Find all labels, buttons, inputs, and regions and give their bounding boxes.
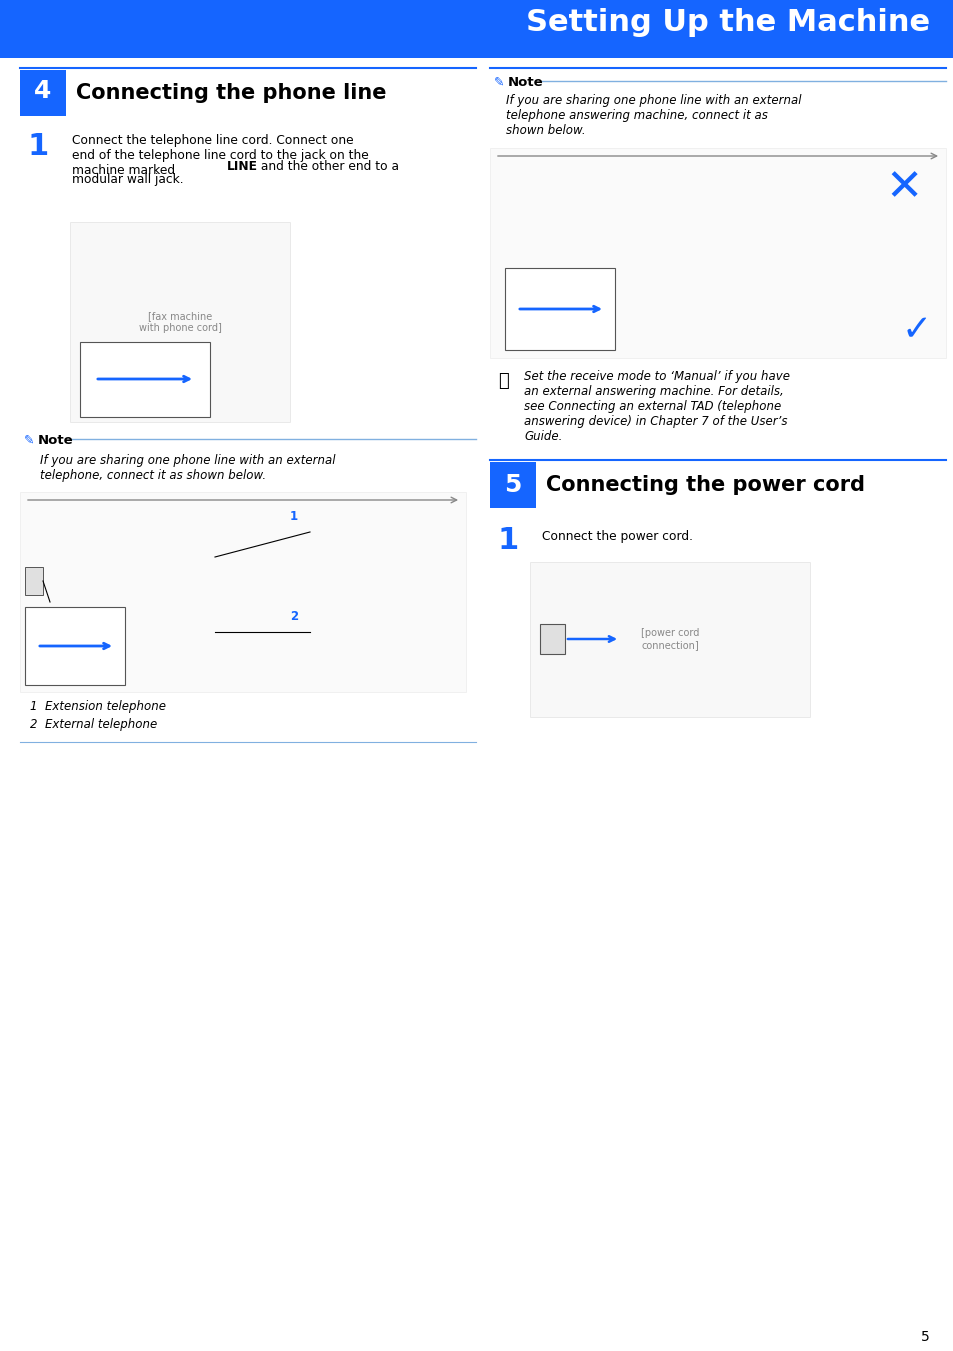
Text: ✓: ✓ (901, 313, 931, 347)
Text: modular wall jack.: modular wall jack. (71, 173, 183, 186)
Text: 2  External telephone: 2 External telephone (30, 717, 157, 731)
Text: 2: 2 (290, 611, 297, 623)
Bar (25, 567, 43, 594)
Bar (530, 562, 809, 717)
Text: ✎: ✎ (24, 434, 34, 447)
Text: and the other end to a: and the other end to a (256, 159, 398, 173)
Text: 1  Extension telephone: 1 Extension telephone (30, 700, 166, 713)
Text: Note: Note (38, 434, 73, 447)
Bar (504, 267, 615, 350)
Text: If you are sharing one phone line with an external
telephone answering machine, : If you are sharing one phone line with a… (505, 95, 801, 136)
Text: Connect the telephone line cord. Connect one
end of the telephone line cord to t: Connect the telephone line cord. Connect… (71, 134, 369, 177)
Bar (20, 70, 66, 116)
Text: 🔍: 🔍 (497, 372, 508, 390)
Text: Connecting the phone line: Connecting the phone line (76, 82, 386, 103)
Text: ✎: ✎ (494, 76, 504, 89)
Text: LINE: LINE (227, 159, 257, 173)
Text: 1: 1 (290, 509, 297, 523)
Text: Connect the power cord.: Connect the power cord. (541, 530, 692, 543)
Bar (490, 462, 536, 508)
Bar (25, 607, 125, 685)
Text: 1: 1 (497, 526, 518, 555)
Bar (70, 222, 290, 422)
Text: [fax machine
with phone cord]: [fax machine with phone cord] (138, 311, 221, 332)
Bar (80, 342, 210, 417)
Text: Set the receive mode to ‘Manual’ if you have
an external answering machine. For : Set the receive mode to ‘Manual’ if you … (523, 370, 789, 443)
Text: Setting Up the Machine: Setting Up the Machine (525, 8, 929, 36)
Text: Note: Note (507, 76, 543, 89)
Text: [power cord
connection]: [power cord connection] (640, 628, 699, 650)
Bar (490, 149, 945, 358)
Text: 5: 5 (921, 1329, 929, 1344)
Text: 5: 5 (504, 473, 521, 497)
Text: Connecting the power cord: Connecting the power cord (545, 476, 864, 494)
Text: 1: 1 (28, 132, 50, 161)
Bar (20, 492, 465, 692)
Bar (539, 624, 564, 654)
Text: 4: 4 (34, 78, 51, 103)
Text: ✕: ✕ (884, 166, 922, 209)
Text: If you are sharing one phone line with an external
telephone, connect it as show: If you are sharing one phone line with a… (40, 454, 335, 482)
Bar (0, 0, 953, 58)
